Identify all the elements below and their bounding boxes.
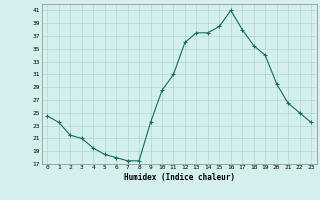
X-axis label: Humidex (Indice chaleur): Humidex (Indice chaleur) — [124, 173, 235, 182]
